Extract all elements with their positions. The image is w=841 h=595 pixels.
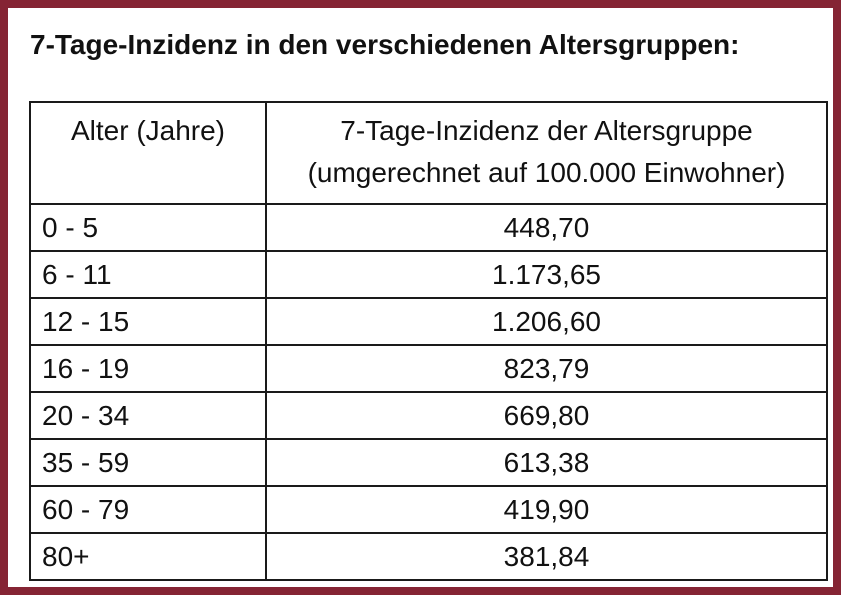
incidence-table: Alter (Jahre) 7-Tage-Inzidenz der Alters… [29, 101, 828, 581]
age-group-cell: 0 - 5 [29, 203, 267, 252]
incidence-value-cell: 613,38 [265, 438, 828, 487]
incidence-value-cell: 419,90 [265, 485, 828, 534]
table-row: 80+ 381,84 [29, 532, 828, 581]
table-row: 0 - 5 448,70 [29, 203, 828, 252]
table-row: 20 - 34 669,80 [29, 391, 828, 440]
age-group-cell: 12 - 15 [29, 297, 267, 346]
table-row: 35 - 59 613,38 [29, 438, 828, 487]
page-title: 7-Tage-Inzidenz in den verschiedenen Alt… [30, 29, 740, 60]
table-row: 6 - 11 1.173,65 [29, 250, 828, 299]
age-group-cell: 6 - 11 [29, 250, 267, 299]
incidence-table-body: 0 - 5 448,70 6 - 11 1.173,65 12 - 15 1.206,60… [29, 203, 828, 581]
age-column-header: Alter (Jahre) [29, 101, 267, 205]
incidence-column-header-line1: 7-Tage-Inzidenz der Altersgruppe [340, 115, 753, 146]
table-row: 12 - 15 1.206,60 [29, 297, 828, 346]
table-row: 60 - 79 419,90 [29, 485, 828, 534]
table-row: 16 - 19 823,79 [29, 344, 828, 393]
age-group-cell: 35 - 59 [29, 438, 267, 487]
incidence-value-cell: 669,80 [265, 391, 828, 440]
incidence-value-cell: 381,84 [265, 532, 828, 581]
incidence-value-cell: 1.173,65 [265, 250, 828, 299]
age-group-cell: 16 - 19 [29, 344, 267, 393]
age-group-cell: 80+ [29, 532, 267, 581]
table-header-row: Alter (Jahre) 7-Tage-Inzidenz der Alters… [29, 101, 828, 205]
incidence-column-header-line2: (umgerechnet auf 100.000 Einwohner) [307, 157, 786, 188]
age-group-cell: 60 - 79 [29, 485, 267, 534]
incidence-value-cell: 823,79 [265, 344, 828, 393]
age-group-cell: 20 - 34 [29, 391, 267, 440]
incidence-value-cell: 1.206,60 [265, 297, 828, 346]
incidence-column-header: 7-Tage-Inzidenz der Altersgruppe (umgere… [265, 101, 828, 205]
incidence-value-cell: 448,70 [265, 203, 828, 252]
